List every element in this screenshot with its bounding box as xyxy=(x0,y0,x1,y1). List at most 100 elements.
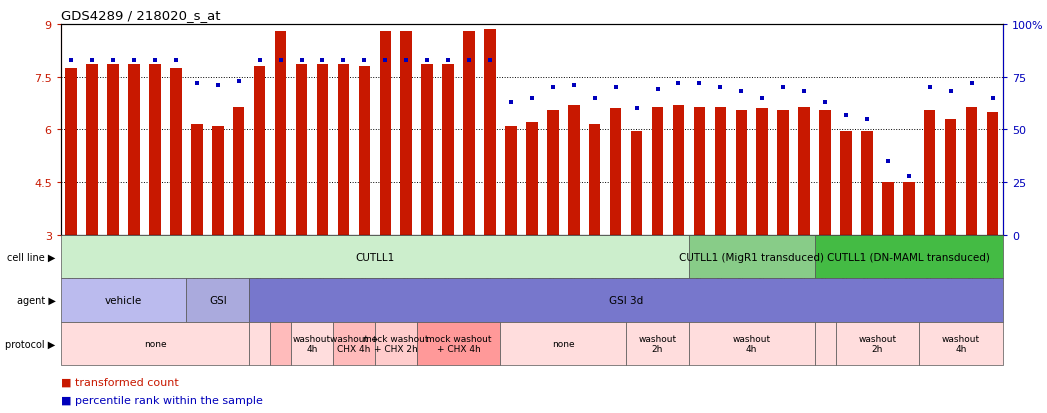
Bar xyxy=(358,67,371,235)
Text: GDS4289 / 218020_s_at: GDS4289 / 218020_s_at xyxy=(61,9,220,22)
Point xyxy=(565,83,582,89)
Bar xyxy=(213,127,224,235)
Bar xyxy=(925,111,936,235)
Point xyxy=(963,81,980,87)
Point xyxy=(796,89,812,95)
Bar xyxy=(569,106,580,235)
Bar xyxy=(86,65,98,235)
Point xyxy=(272,57,289,64)
Bar xyxy=(170,69,182,235)
Point xyxy=(188,81,205,87)
Point xyxy=(419,57,436,64)
Point xyxy=(63,57,80,64)
Text: CUTLL1: CUTLL1 xyxy=(355,252,395,262)
Point xyxy=(712,85,729,91)
Bar xyxy=(254,67,266,235)
Point xyxy=(649,87,666,93)
Point xyxy=(859,116,875,123)
Text: protocol ▶: protocol ▶ xyxy=(5,339,55,349)
Bar xyxy=(422,65,433,235)
Point xyxy=(670,81,687,87)
Bar xyxy=(715,107,727,235)
Point xyxy=(775,85,792,91)
Bar xyxy=(841,132,852,235)
Text: mock washout
+ CHX 2h: mock washout + CHX 2h xyxy=(363,334,428,354)
Bar xyxy=(443,65,454,235)
Text: GSI: GSI xyxy=(209,295,226,306)
Bar xyxy=(756,109,768,235)
Point xyxy=(335,57,352,64)
Bar xyxy=(945,120,957,235)
Bar xyxy=(862,132,873,235)
Point xyxy=(900,173,917,180)
Bar xyxy=(379,32,392,235)
Point xyxy=(879,159,896,165)
Bar xyxy=(150,65,161,235)
Bar xyxy=(630,132,643,235)
Bar xyxy=(337,65,350,235)
Bar xyxy=(609,109,622,235)
Bar xyxy=(66,69,77,235)
Text: agent ▶: agent ▶ xyxy=(17,295,55,306)
Text: none: none xyxy=(143,339,166,348)
Bar xyxy=(589,125,601,235)
Point xyxy=(503,100,519,106)
Bar xyxy=(129,65,140,235)
Text: washout
2h: washout 2h xyxy=(639,334,676,354)
Bar xyxy=(987,113,999,235)
Point xyxy=(314,57,331,64)
Text: washout
2h: washout 2h xyxy=(859,334,896,354)
Point xyxy=(607,85,624,91)
Point xyxy=(356,57,373,64)
Point xyxy=(942,89,959,95)
Bar xyxy=(400,32,413,235)
Point xyxy=(817,100,833,106)
Bar xyxy=(882,183,894,235)
Point xyxy=(628,106,645,112)
Point xyxy=(126,57,142,64)
Bar xyxy=(506,127,517,235)
Text: GSI 3d: GSI 3d xyxy=(609,295,643,306)
Bar xyxy=(464,32,475,235)
Text: CUTLL1 (MigR1 transduced): CUTLL1 (MigR1 transduced) xyxy=(680,252,824,262)
Point xyxy=(691,81,708,87)
Point xyxy=(733,89,750,95)
Text: none: none xyxy=(552,339,575,348)
Bar xyxy=(547,111,559,235)
Point xyxy=(482,57,498,64)
Point xyxy=(105,57,121,64)
Text: washout
4h: washout 4h xyxy=(733,334,771,354)
Text: ■ transformed count: ■ transformed count xyxy=(61,377,178,387)
Point xyxy=(586,95,603,102)
Bar xyxy=(317,65,329,235)
Point xyxy=(293,57,310,64)
Point xyxy=(147,57,163,64)
Point xyxy=(251,57,268,64)
Text: cell line ▶: cell line ▶ xyxy=(7,252,55,262)
Bar xyxy=(108,65,119,235)
Point xyxy=(921,85,938,91)
Bar xyxy=(651,107,664,235)
Text: CUTLL1 (DN-MAML transduced): CUTLL1 (DN-MAML transduced) xyxy=(827,252,990,262)
Bar xyxy=(904,183,915,235)
Point xyxy=(398,57,415,64)
Point xyxy=(377,57,394,64)
Point xyxy=(754,95,771,102)
Point xyxy=(168,57,184,64)
Bar xyxy=(799,107,810,235)
Point xyxy=(440,57,456,64)
Text: washout +
CHX 4h: washout + CHX 4h xyxy=(330,334,378,354)
Text: washout
4h: washout 4h xyxy=(942,334,980,354)
Bar xyxy=(735,111,747,235)
Point xyxy=(838,112,854,119)
Bar xyxy=(191,125,203,235)
Bar xyxy=(778,111,789,235)
Point xyxy=(461,57,477,64)
Text: mock washout
+ CHX 4h: mock washout + CHX 4h xyxy=(426,334,491,354)
Text: vehicle: vehicle xyxy=(105,295,142,306)
Point xyxy=(544,85,561,91)
Point xyxy=(524,95,540,102)
Point xyxy=(209,83,226,89)
Bar xyxy=(233,107,245,235)
Point xyxy=(84,57,101,64)
